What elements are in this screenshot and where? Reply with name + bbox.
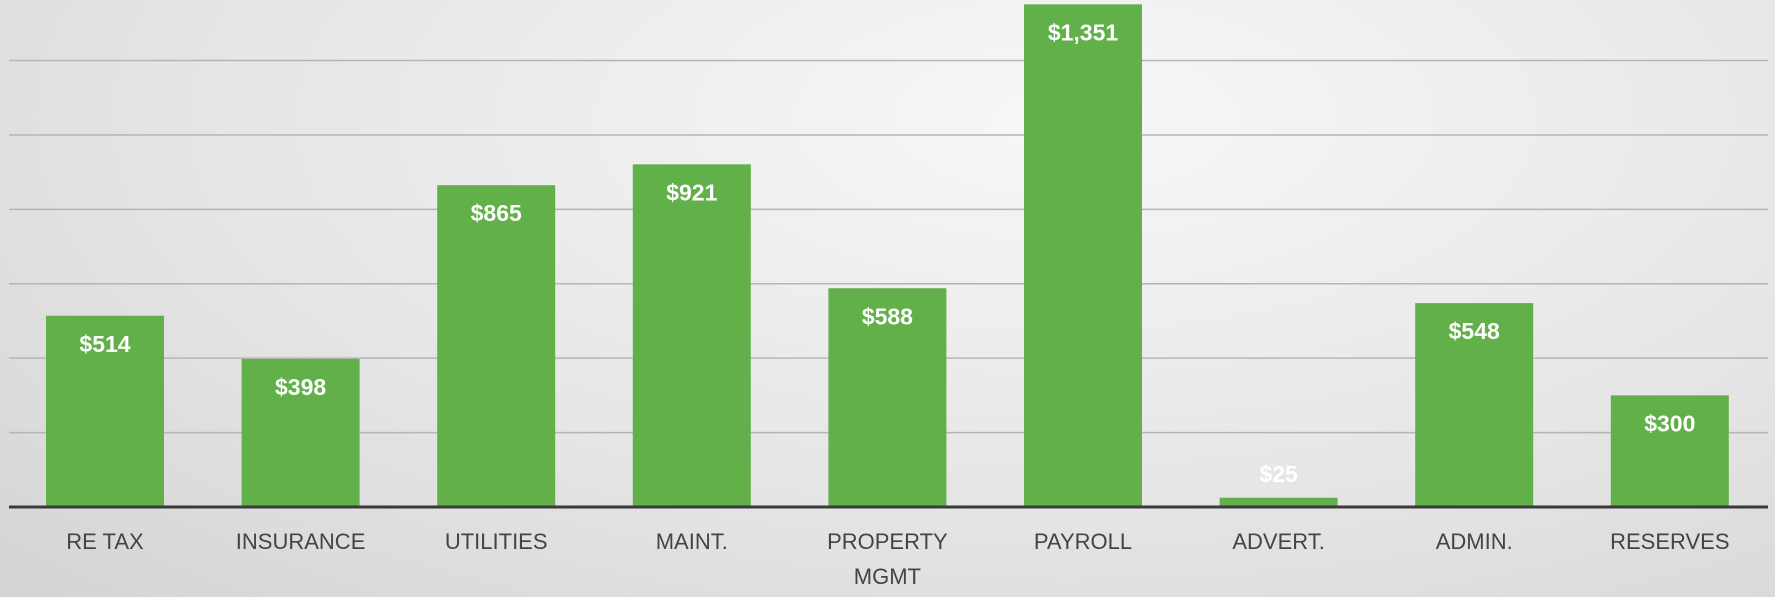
bar: [46, 315, 164, 507]
value-label: $548: [1449, 318, 1500, 344]
value-label: $588: [862, 303, 913, 329]
x-tick-label: PAYROLL: [1033, 529, 1133, 554]
x-tick-label: PROPERTY MGMT: [827, 529, 948, 589]
x-tick-label: RE TAX: [66, 529, 144, 554]
value-label: $25: [1259, 461, 1298, 487]
bar: [828, 288, 947, 507]
bar: [1610, 395, 1729, 507]
bar: [1415, 303, 1534, 507]
x-tick-label: MAINT.: [655, 529, 728, 554]
x-tick-label: UTILITIES: [444, 529, 548, 554]
x-tick-label: INSURANCE: [235, 529, 366, 554]
bar: [437, 185, 556, 507]
bar: [632, 164, 751, 508]
value-label: $921: [666, 179, 717, 205]
value-label: $514: [79, 331, 130, 357]
x-tick-label: ADMIN.: [1435, 529, 1513, 554]
value-label: $300: [1644, 410, 1695, 436]
x-tick-label: ADVERT.: [1232, 529, 1325, 554]
value-label: $1,351: [1048, 19, 1119, 45]
x-tick-label: RESERVES: [1610, 529, 1730, 554]
bar: [241, 358, 360, 507]
bar: [1219, 497, 1338, 507]
value-label: $398: [275, 374, 326, 400]
value-label: $865: [471, 200, 522, 226]
bar: [1024, 4, 1142, 507]
